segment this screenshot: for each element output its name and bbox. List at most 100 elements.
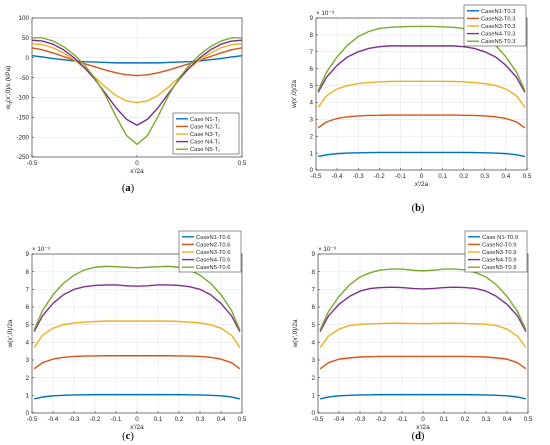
series-line-5 — [319, 268, 527, 331]
y-tick-label: 0 — [309, 167, 313, 174]
y-tick-label: -50 — [20, 75, 30, 82]
axis-multiplier: × 10⁻³ — [318, 246, 336, 253]
chart-panel-a: -0.5 0 0.5 -250 -200 -150 -100 -50 0 50 100 x'/2a wq… — [5, 15, 247, 194]
y-tick-label: -100 — [16, 95, 29, 102]
y-tick-label: 2 — [25, 375, 29, 382]
x-tick-label: 0.4 — [502, 173, 511, 180]
series-line-2 — [317, 114, 526, 129]
y-tick-label: -200 — [16, 134, 29, 141]
axis-multiplier: × 10⁻³ — [32, 246, 50, 253]
legend-entry-5: CaseN5-T0.9 — [482, 265, 516, 271]
legend-entry-3: Case N3-T₁ — [190, 132, 220, 138]
x-tick-label: 0.5 — [238, 416, 247, 423]
x-tick-label: -0.2 — [374, 173, 385, 180]
y-tick-label: 2 — [311, 375, 315, 382]
x-tick-label: 0.1 — [438, 173, 447, 180]
series-line-1 — [317, 151, 526, 158]
y-tick-label: 4 — [309, 100, 313, 107]
x-tick-label: -0.3 — [355, 416, 366, 423]
y-tick-label: 4 — [25, 340, 29, 347]
panel-caption: (c) — [122, 431, 134, 442]
series-line-1 — [319, 393, 527, 400]
series-line-5 — [33, 265, 241, 331]
legend-entry-4: CaseN4-T0.3 — [481, 32, 515, 38]
y-tick-label: 2 — [309, 133, 313, 140]
legend-entry-3: CaseN3-T0.9 — [482, 250, 516, 256]
y-tick-label: 100 — [18, 15, 29, 22]
x-tick-label: -0.5 — [313, 416, 324, 423]
legend-entry-5: CaseN5-T0.6 — [196, 265, 230, 271]
y-tick-label: 50 — [22, 35, 30, 42]
x-tick-label: -0.2 — [90, 416, 101, 423]
x-tick-label: 0.3 — [480, 173, 489, 180]
series-line-4 — [319, 286, 527, 333]
legend-entry-2: CaseN2-T0.9 — [482, 242, 516, 248]
x-tick-label: 0 — [135, 160, 139, 167]
legend-entry-1: CaseN1-T0.6 — [196, 235, 230, 241]
y-tick-label: 5 — [309, 83, 313, 90]
legend-entry-2: CaseN2-T0.3 — [481, 16, 515, 22]
x-tick-label: 0.2 — [459, 173, 468, 180]
legend-entry-3: CaseN3-T0.6 — [196, 250, 230, 256]
y-tick-label: 1 — [309, 150, 313, 157]
y-tick-label: 6 — [309, 66, 313, 73]
x-tick-label: -0.4 — [334, 416, 345, 423]
x-tick-label: 0.4 — [503, 416, 512, 423]
legend-entry-4: Case N4-T₁ — [190, 140, 220, 146]
series-line-4 — [317, 45, 526, 93]
series-line-1 — [31, 55, 243, 64]
panel-caption: (b) — [412, 203, 425, 214]
series-line-3 — [33, 320, 241, 349]
x-tick-label: -0.4 — [48, 416, 59, 423]
legend-entry-4: CaseN4-T0.9 — [482, 258, 516, 264]
x-tick-label: -0.2 — [376, 416, 387, 423]
y-tick-label: 1 — [25, 393, 29, 400]
x-tick-label: 0.3 — [196, 416, 205, 423]
legend-entry-4: CaseN4-T0.6 — [196, 258, 230, 264]
y-axis-label: w(x',0)/2a — [7, 319, 14, 348]
x-tick-label: 0.5 — [524, 416, 533, 423]
x-tick-label: -0.3 — [69, 416, 80, 423]
x-tick-label: -0.4 — [332, 173, 343, 180]
x-tick-label: 0.5 — [238, 160, 247, 167]
y-tick-label: 7 — [309, 49, 313, 56]
y-tick-label: 5 — [25, 322, 29, 329]
y-axis-label: wq(x',0)/ε (kPa) — [5, 66, 14, 111]
series-line-3 — [319, 322, 527, 349]
x-axis-label: x'/2a — [130, 424, 144, 431]
legend-entry-1: Case N1-T0.9 — [482, 235, 518, 241]
series-line-2 — [33, 355, 241, 370]
legend-entry-5: CaseN5-T0.3 — [481, 39, 515, 45]
y-axis-label: w(x',0)/2a — [291, 80, 298, 109]
x-tick-label: 0.4 — [217, 416, 226, 423]
legend-entry-2: CaseN2-T0.6 — [196, 242, 230, 248]
x-axis-label: x'/2a — [415, 181, 429, 188]
x-tick-label: -0.1 — [397, 416, 408, 423]
series-line-3 — [31, 43, 243, 104]
y-tick-label: 0 — [25, 55, 29, 62]
x-tick-label: 0 — [135, 416, 139, 423]
chart-panel-b: -0.5 -0.4 -0.3 -0.2 -0.1 0 0.1 0.2 0.3 0.4 0.5 0 1 2 3… — [291, 4, 532, 214]
x-tick-label: 0.5 — [523, 173, 532, 180]
x-tick-label: -0.1 — [395, 173, 406, 180]
y-tick-label: 8 — [25, 269, 29, 276]
y-tick-label: 3 — [309, 117, 313, 124]
x-tick-label: 0.3 — [482, 416, 491, 423]
x-tick-label: -0.1 — [111, 416, 122, 423]
legend-entry-1: CaseN1-T0.3 — [481, 9, 515, 15]
panel-caption: (d) — [412, 431, 425, 442]
y-tick-label: 0 — [25, 410, 29, 417]
y-tick-label: 4 — [311, 340, 315, 347]
series-line-5 — [32, 37, 242, 145]
series-line-2 — [319, 355, 527, 370]
x-tick-label: -0.5 — [311, 173, 322, 180]
y-tick-label: 7 — [25, 287, 29, 294]
x-tick-label: 0.2 — [461, 416, 470, 423]
series-line-4 — [31, 39, 243, 126]
y-tick-label: 0 — [311, 410, 315, 417]
y-tick-label: 3 — [25, 357, 29, 364]
